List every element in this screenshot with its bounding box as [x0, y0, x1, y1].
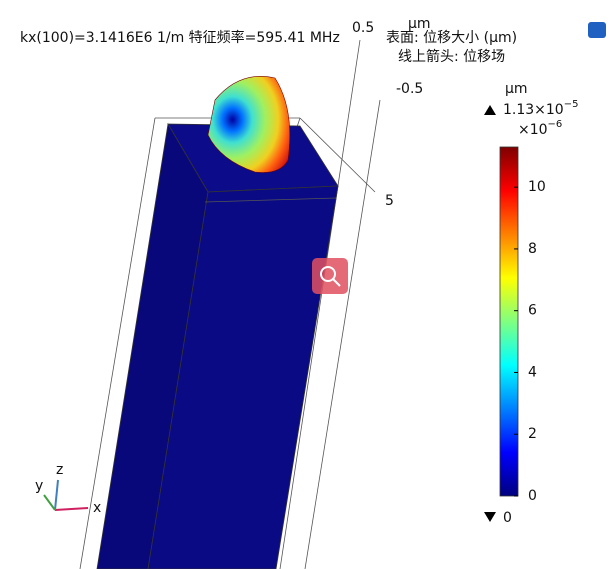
colorbar-scale [499, 146, 519, 497]
z-axis-arrow [54, 479, 59, 511]
axis-label: 5 [385, 193, 394, 209]
triad: x z y [35, 462, 101, 516]
axis-label: 0.5 [352, 20, 374, 36]
z-label: z [56, 462, 63, 478]
y-axis-arrow [43, 494, 56, 511]
x-label: x [93, 500, 101, 516]
tick-label: 8 [528, 241, 537, 257]
grid-line [79, 117, 156, 569]
tick-label: 10 [528, 179, 546, 195]
axis-unit: µm [408, 16, 431, 32]
zoom-button[interactable] [312, 258, 348, 294]
y-label: y [35, 478, 43, 494]
grid-line [304, 99, 381, 569]
axis-label: -0.5 [396, 81, 423, 97]
edge [204, 197, 337, 203]
title: kx(100)=3.1416E6 1/m 特征频率=595.41 MHz [20, 29, 340, 46]
beam-side [96, 122, 209, 569]
tick-label: 4 [528, 364, 537, 380]
min-marker [484, 512, 496, 522]
displacement-surface [207, 76, 291, 173]
app-icon[interactable] [588, 22, 606, 38]
zoom-icon [320, 266, 336, 282]
tick-label: 2 [528, 426, 537, 442]
grid-line [279, 39, 361, 569]
grid-line [299, 117, 376, 193]
min-label: 0 [503, 510, 512, 526]
beam-front [147, 185, 339, 569]
3d-view [79, 22, 606, 569]
tick-label: 0 [528, 488, 537, 504]
colorbar-unit: µm [505, 81, 528, 97]
max-marker [484, 105, 496, 115]
surface-label: 表面: 位移大小 (µm) [386, 30, 517, 46]
tick-label: 6 [528, 303, 537, 319]
max-label: 1.13×10−5 [503, 99, 578, 118]
zoom-icon [332, 278, 341, 287]
arrow-label: 线上箭头: 位移场 [398, 48, 505, 65]
scale-label: ×10−6 [518, 119, 562, 138]
x-axis-arrow [54, 507, 89, 511]
colorbar: µm 1.13×10−5 ×10−6 0 0 2 4 6 8 10 [484, 81, 578, 526]
